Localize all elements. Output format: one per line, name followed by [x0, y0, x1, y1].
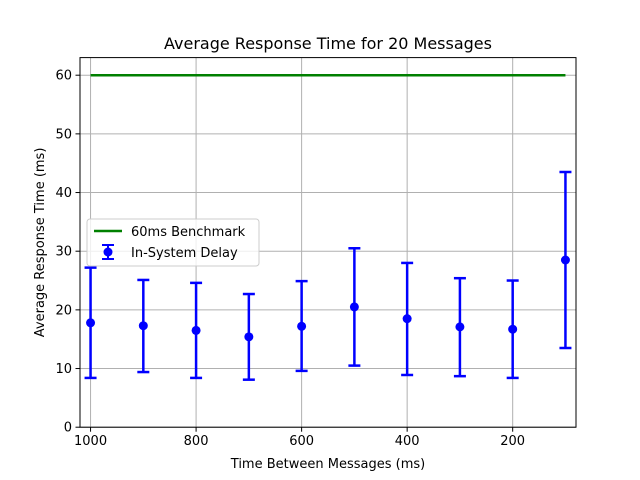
chart-title: Average Response Time for 20 Messages — [164, 34, 492, 53]
legend: 60ms Benchmark In-System Delay — [86, 218, 260, 267]
data-point — [508, 324, 518, 334]
x-tick-label: 800 — [184, 434, 209, 449]
y-tick-label: 40 — [55, 186, 72, 201]
y-tick-label: 60 — [55, 69, 72, 84]
x-tick-label: 1000 — [74, 434, 107, 449]
legend-benchmark-label: 60ms Benchmark — [131, 225, 246, 240]
y-tick-label: 20 — [55, 303, 72, 318]
in-system-delay-series — [84, 170, 572, 381]
data-point — [297, 321, 307, 331]
ticks: 1000 800 600 400 200 0 10 20 30 40 50 60 — [55, 69, 525, 450]
x-tick-label: 600 — [289, 434, 314, 449]
legend-delay-swatch — [102, 244, 114, 260]
data-point — [138, 321, 148, 331]
data-point — [402, 314, 412, 324]
x-tick-label: 400 — [395, 434, 420, 449]
y-tick-label: 10 — [55, 362, 72, 377]
data-point — [86, 318, 96, 328]
data-point — [560, 255, 570, 265]
data-point — [455, 322, 465, 332]
y-axis-label: Average Response Time (ms) — [33, 148, 48, 338]
plot-frame — [79, 57, 577, 428]
y-tick-label: 0 — [64, 421, 72, 436]
legend-box — [86, 218, 260, 267]
data-point — [191, 325, 201, 335]
y-tick-label: 50 — [55, 127, 72, 142]
legend-delay-label: In-System Delay — [131, 246, 238, 261]
x-tick-label: 200 — [500, 434, 525, 449]
data-point — [349, 302, 359, 312]
x-axis-label: Time Between Messages (ms) — [230, 457, 425, 472]
y-tick-label: 30 — [55, 245, 72, 260]
data-point — [244, 332, 254, 342]
